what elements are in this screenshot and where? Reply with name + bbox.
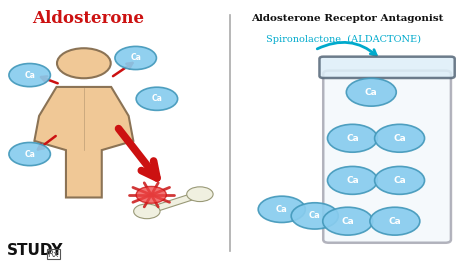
Text: Ca: Ca <box>346 176 359 185</box>
Text: Ca: Ca <box>130 53 141 63</box>
Circle shape <box>323 207 373 235</box>
Circle shape <box>374 167 425 194</box>
FancyBboxPatch shape <box>323 70 451 243</box>
Text: Aldosterone Receptor Antagonist: Aldosterone Receptor Antagonist <box>252 14 444 23</box>
Text: STUDY: STUDY <box>7 243 64 258</box>
Text: Ca: Ca <box>24 70 35 80</box>
Circle shape <box>346 78 396 106</box>
Text: Ca: Ca <box>365 88 378 97</box>
Text: Ca: Ca <box>346 134 359 143</box>
Text: Ca: Ca <box>152 94 162 103</box>
Polygon shape <box>35 87 133 197</box>
Text: Spironolactone  (ALDACTONE): Spironolactone (ALDACTONE) <box>265 35 420 44</box>
Circle shape <box>258 196 305 222</box>
Text: Rx: Rx <box>47 250 59 259</box>
Text: Ca: Ca <box>276 205 288 214</box>
Circle shape <box>328 124 377 152</box>
Circle shape <box>370 207 420 235</box>
Circle shape <box>9 64 50 87</box>
Text: Ca: Ca <box>341 217 354 226</box>
Circle shape <box>187 187 213 202</box>
Circle shape <box>328 167 377 194</box>
Circle shape <box>134 204 160 219</box>
Text: Ca: Ca <box>393 176 406 185</box>
Text: Aldosterone: Aldosterone <box>33 10 145 27</box>
Circle shape <box>9 143 50 166</box>
FancyBboxPatch shape <box>319 57 455 78</box>
Circle shape <box>374 124 425 152</box>
Text: Ca: Ca <box>389 217 401 226</box>
Circle shape <box>291 203 338 229</box>
Circle shape <box>136 87 178 110</box>
Circle shape <box>115 46 156 70</box>
Text: Ca: Ca <box>24 149 35 159</box>
Text: Ca: Ca <box>393 134 406 143</box>
Circle shape <box>57 48 111 78</box>
Text: Ca: Ca <box>309 211 320 221</box>
Circle shape <box>136 186 166 203</box>
Polygon shape <box>144 192 202 214</box>
